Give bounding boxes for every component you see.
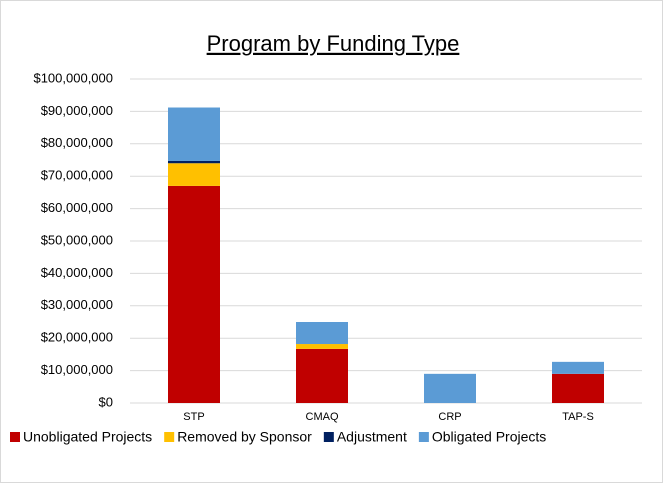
y-tick-label: $90,000,000 (41, 103, 113, 118)
x-tick-label: STP (183, 411, 204, 423)
bar-segment (168, 107, 220, 161)
y-tick-label: $50,000,000 (41, 232, 113, 247)
y-tick-label: $80,000,000 (41, 135, 113, 150)
legend-label: Unobligated Projects (23, 429, 152, 445)
bar-segment (296, 348, 348, 403)
bar-segment (168, 160, 220, 164)
y-tick-label: $20,000,000 (41, 330, 113, 345)
legend-swatch (10, 432, 20, 442)
bar-segment (168, 163, 220, 186)
y-tick-label: $30,000,000 (41, 297, 113, 312)
bar-segment (552, 361, 604, 374)
y-tick-label: $10,000,000 (41, 362, 113, 377)
y-tick-label: $100,000,000 (33, 70, 113, 85)
bar-segment (296, 322, 348, 345)
y-tick-label: $40,000,000 (41, 265, 113, 280)
bar-segment (552, 373, 604, 403)
legend-label: Adjustment (337, 429, 407, 445)
legend-label: Obligated Projects (432, 429, 546, 445)
x-tick-label: CMAQ (306, 411, 339, 423)
bar-segment (424, 373, 476, 403)
y-tick-label: $70,000,000 (41, 168, 113, 183)
y-tick-label: $0 (99, 394, 113, 409)
x-tick-label: CRP (438, 411, 461, 423)
legend-swatch (323, 432, 334, 442)
legend-swatch (164, 432, 175, 442)
bar-segment (296, 344, 348, 349)
chart-title: Program by Funding Type (207, 31, 460, 56)
y-tick-label: $60,000,000 (41, 200, 113, 215)
legend-swatch (418, 432, 429, 442)
x-tick-label: TAP-S (562, 411, 594, 423)
bar-segment (168, 185, 220, 403)
legend-label: Removed by Sponsor (177, 429, 312, 445)
